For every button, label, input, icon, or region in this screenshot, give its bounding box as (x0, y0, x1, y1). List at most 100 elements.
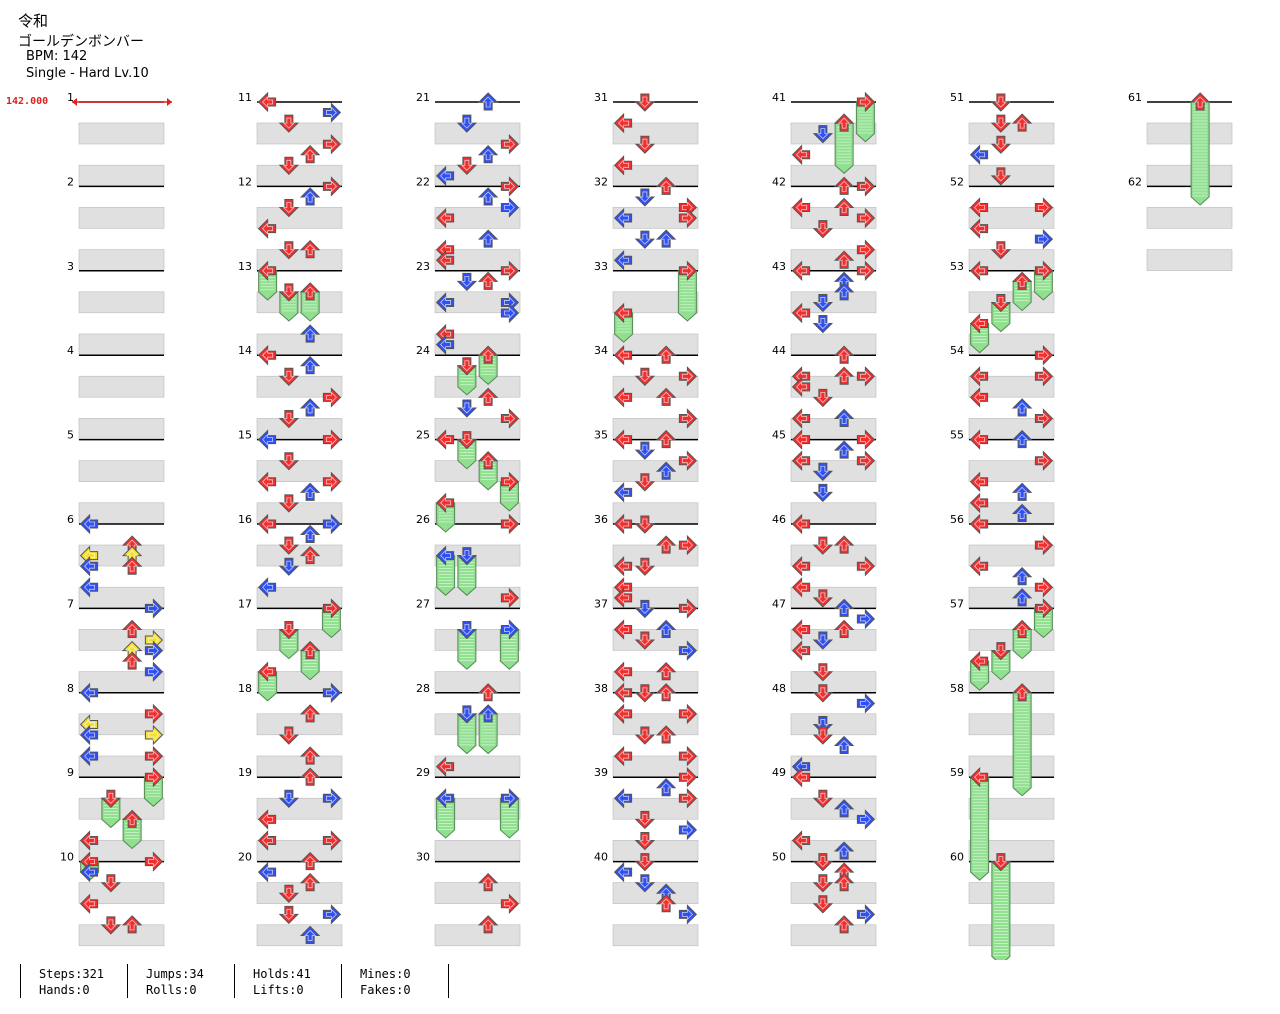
left-arrow-icon (969, 260, 989, 282)
down-arrow-icon (278, 557, 300, 576)
left-arrow-icon (791, 640, 811, 661)
measure-number: 5 (67, 429, 74, 442)
left-arrow-icon (613, 661, 633, 682)
up-arrow-icon (655, 725, 677, 744)
left-arrow-icon (79, 745, 99, 767)
down-arrow-icon (990, 293, 1012, 313)
right-arrow-icon (144, 851, 164, 872)
down-arrow-icon (278, 452, 300, 471)
beat-band (790, 544, 877, 567)
beat-band (968, 164, 1055, 187)
down-arrow-icon (634, 832, 656, 851)
up-arrow-icon (833, 872, 855, 892)
measure-number: 54 (950, 344, 964, 357)
down-arrow-icon (278, 410, 300, 429)
up-arrow-icon (833, 915, 855, 934)
bpm-marker-tip (72, 98, 77, 106)
right-arrow-icon (678, 819, 698, 841)
up-arrow-icon (833, 535, 855, 554)
down-arrow-icon (634, 557, 656, 576)
beat-band (256, 629, 343, 651)
difficulty-label: Single - Hard Lv.10 (26, 66, 149, 81)
left-arrow-icon (613, 387, 633, 408)
measure-number: 42 (772, 175, 786, 188)
up-arrow-icon (299, 524, 321, 544)
right-arrow-icon (856, 608, 876, 630)
up-arrow-icon (833, 176, 855, 195)
right-arrow-icon (500, 788, 520, 809)
left-arrow-icon (791, 830, 811, 851)
measure-number: 15 (238, 429, 252, 442)
down-arrow-icon (812, 589, 834, 608)
beat-band (256, 207, 343, 229)
measure-number: 18 (238, 682, 252, 695)
right-arrow-icon (322, 904, 342, 925)
beat-band (612, 713, 699, 736)
measure-number: 17 (238, 597, 252, 610)
down-arrow-icon (812, 684, 834, 703)
measure-number: 31 (594, 91, 608, 104)
up-arrow-icon (1011, 429, 1033, 449)
down-arrow-icon (456, 156, 478, 176)
left-arrow-icon (969, 218, 989, 239)
left-arrow-icon (257, 830, 277, 851)
measure-number: 26 (416, 513, 430, 526)
beat-band (612, 375, 699, 398)
right-arrow-icon (322, 682, 342, 704)
down-arrow-icon (812, 315, 834, 334)
down-arrow-icon (812, 726, 834, 745)
steps-count: Steps:321 (39, 967, 105, 981)
right-arrow-icon (856, 429, 876, 450)
up-arrow-icon (655, 661, 677, 681)
down-arrow-icon (278, 726, 300, 745)
down-arrow-icon (634, 853, 656, 872)
left-arrow-icon (79, 577, 99, 598)
left-arrow-icon (435, 492, 455, 514)
measure-number: 34 (594, 344, 608, 357)
down-arrow-icon (278, 156, 300, 176)
left-arrow-icon (969, 197, 989, 218)
beat-band (790, 671, 877, 693)
right-arrow-icon (678, 598, 698, 619)
down-arrow-icon (812, 874, 834, 893)
right-arrow-icon (678, 450, 698, 471)
up-arrow-icon (655, 778, 677, 797)
beat-band (790, 291, 877, 314)
down-arrow-icon (812, 663, 834, 682)
up-arrow-icon (299, 851, 321, 871)
beat-band (256, 460, 343, 482)
beat-band (256, 924, 343, 947)
left-arrow-icon (969, 429, 989, 450)
left-arrow-icon (613, 302, 633, 324)
up-arrow-icon (477, 229, 499, 248)
right-arrow-icon (856, 904, 876, 925)
measure-number: 51 (950, 91, 964, 104)
up-arrow-icon (299, 872, 321, 892)
up-arrow-icon (477, 92, 499, 111)
left-arrow-icon (969, 387, 989, 408)
hold-body (1012, 692, 1032, 797)
right-arrow-icon (678, 408, 698, 429)
beat-band (968, 460, 1055, 482)
down-arrow-icon (634, 135, 656, 154)
measure-number: 45 (772, 429, 786, 442)
down-arrow-icon (634, 726, 656, 745)
measure-number: 41 (772, 91, 786, 104)
beat-band (790, 207, 877, 229)
down-arrow-icon (278, 199, 300, 218)
right-arrow-icon (500, 619, 520, 640)
right-arrow-icon (500, 408, 520, 429)
down-arrow-icon (634, 515, 656, 534)
down-arrow-icon (456, 272, 478, 292)
stats-col-2: Jumps:34 Rolls:0 (127, 964, 234, 998)
down-arrow-icon (812, 293, 834, 313)
down-arrow-icon (278, 536, 300, 555)
measure-number: 9 (67, 766, 74, 779)
up-arrow-icon (655, 894, 677, 913)
down-arrow-icon (634, 93, 656, 112)
down-arrow-icon (634, 367, 656, 387)
right-arrow-icon (322, 429, 342, 450)
jumps-count: Jumps:34 (146, 967, 204, 981)
measure-number: 58 (950, 682, 964, 695)
beat-band (434, 840, 521, 862)
